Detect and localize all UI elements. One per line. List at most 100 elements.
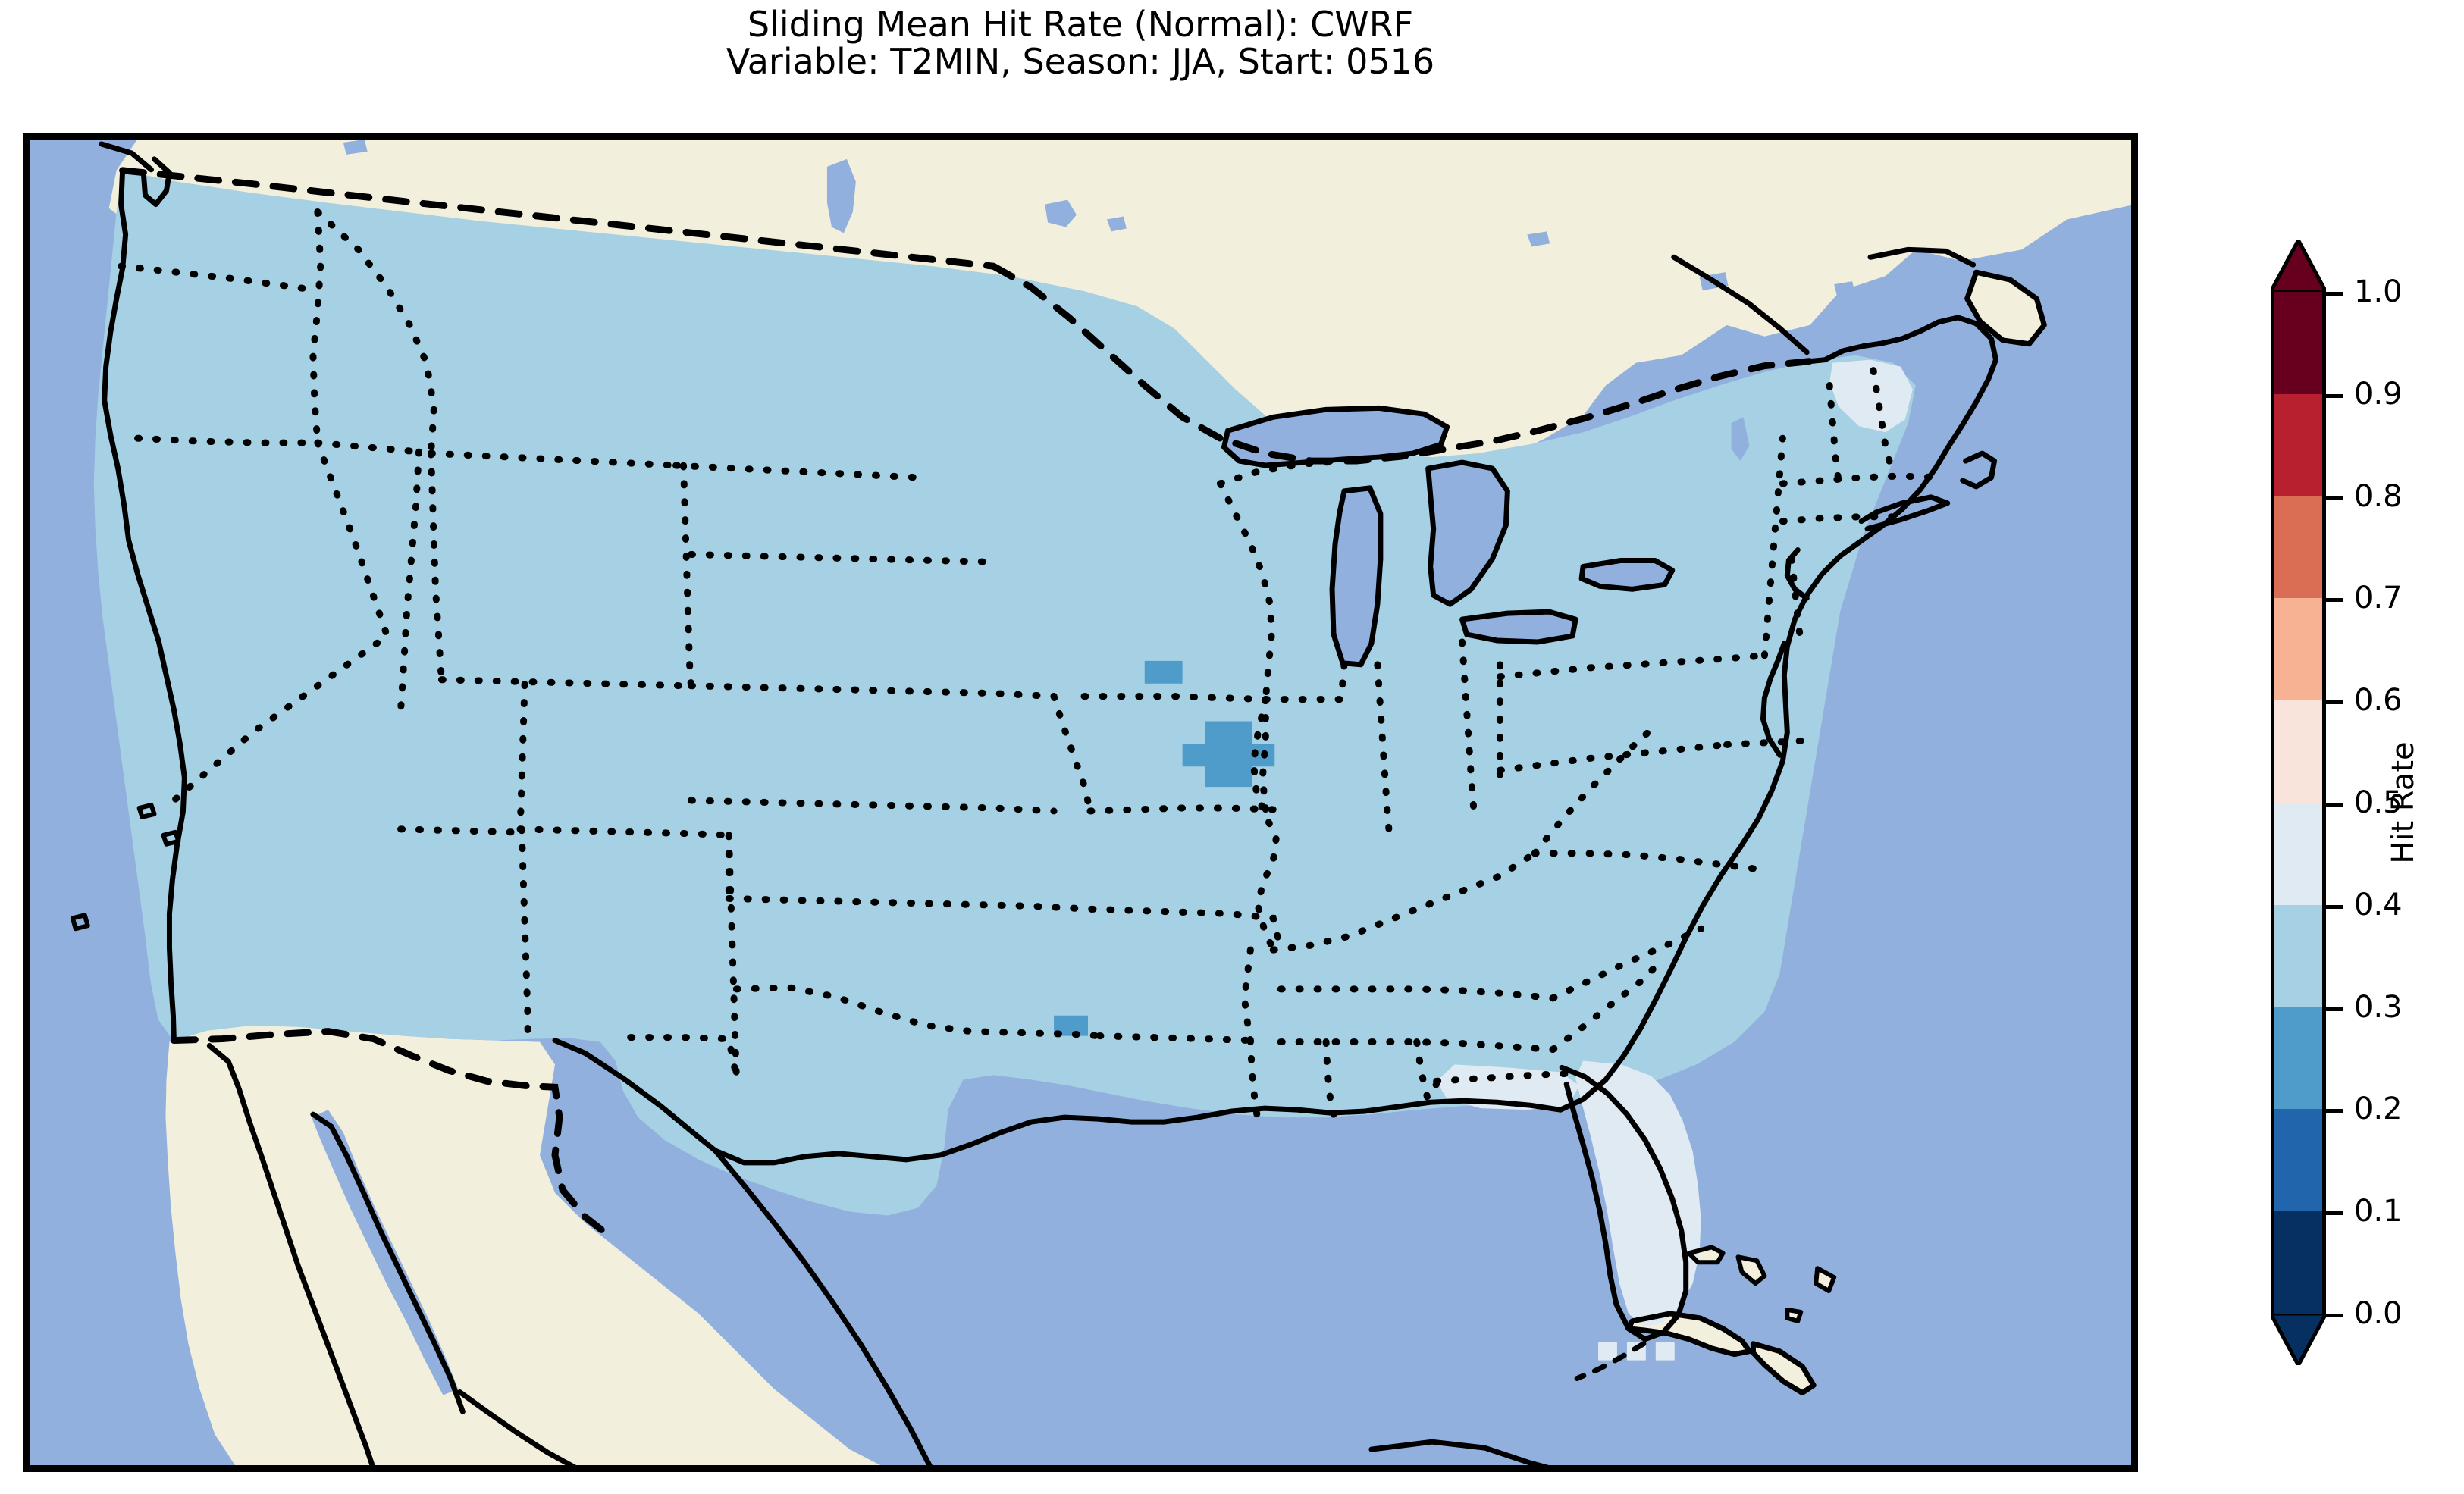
state-border-in-il (1374, 661, 1393, 842)
coastline-guadalupe-island (70, 913, 90, 932)
colorbar-band-0.7-0.8 (2271, 496, 2326, 599)
colorbar-ticklabel-0.5: 0.5 (2354, 785, 2403, 820)
state-border-ut-co (516, 681, 528, 833)
map-frame (26, 136, 2135, 1469)
state-border-mi-wi (1216, 457, 1348, 487)
mexico-landmass (165, 1025, 888, 1469)
coastline-cuba-east (1750, 1341, 1817, 1395)
title-line-2: Variable: T2MIN, Season: JJA, Start: 051… (726, 40, 1435, 82)
colorbar-ticklabel-0.4: 0.4 (2354, 887, 2403, 922)
state-border-nv-ut-vert (397, 448, 422, 714)
state-border-va-wv (1531, 725, 1655, 857)
colorbar[interactable]: 1.0 0.9 0.8 0.7 0.6 0.5 0.4 0.3 0.2 0.1 … (2271, 240, 2403, 1365)
colorbar-band-0.0-0.1 (2271, 1211, 2326, 1314)
colorbar-ticklabel-0.6: 0.6 (2354, 683, 2403, 719)
state-border-wy-south (437, 676, 687, 690)
state-border-id-west (309, 208, 324, 446)
coastline-cuba (1625, 1311, 1752, 1358)
chart-title: Sliding Mean Hit Rate (Normal): CWRF Var… (0, 0, 2161, 80)
map-plot-area[interactable] (23, 133, 2138, 1472)
coastline-cape-cod (1960, 450, 1998, 490)
coastline-florida-keys (1574, 1341, 1647, 1382)
state-border-ne-ia (1050, 693, 1094, 815)
colorbar-band-0.6-0.7 (2271, 598, 2326, 701)
border-us-canada-west (119, 167, 997, 270)
colorbar-ticklabel-0.3: 0.3 (2354, 989, 2403, 1025)
state-border-ms-al (1322, 1038, 1337, 1118)
coastline-baja (206, 1043, 377, 1469)
state-border-or-ca (134, 434, 321, 446)
colorbar-tick-1.0 (2326, 292, 2343, 296)
coastline-lake-ontario (1578, 557, 1676, 592)
state-border-md-pa (1723, 736, 1818, 748)
state-border-ga-sc (1549, 960, 1663, 1053)
coastline-yucatan (1368, 1439, 1556, 1469)
map-svg (26, 136, 2135, 1469)
coastline-canada-atlantic (1964, 269, 2047, 347)
state-border-ok-tx (732, 984, 1103, 1040)
lake-michigan (1332, 487, 1381, 665)
state-border-al-ga (1413, 1038, 1440, 1107)
colorbar-outline (2271, 292, 2326, 1314)
state-border-nd-sd (687, 551, 997, 565)
colorbar-band-0.5-0.6 (2271, 700, 2326, 803)
colorbar-tick-0.5 (2326, 803, 2343, 807)
coastline-st-lawrence (1671, 254, 1810, 355)
coastline-bahamas-4 (1785, 1307, 1804, 1323)
coastline-channel-islands-2 (161, 829, 181, 847)
state-border-mt-nd (672, 462, 922, 481)
colorbar-tick-0.2 (2326, 1109, 2343, 1113)
coastline-puget-sound (141, 156, 172, 208)
lake-small-canada-2 (1527, 231, 1550, 247)
coastline-baja-east (310, 1111, 466, 1414)
border-us-mexico (170, 1028, 618, 1243)
colorbar-tick-0.1 (2326, 1211, 2343, 1216)
coastline-mexico-gulf (712, 1148, 935, 1469)
coastline-lake-superior (1221, 405, 1450, 468)
lake-huron (1428, 462, 1508, 605)
border-us-canada-east (989, 262, 1814, 465)
colorbar-ticklabel-0.8: 0.8 (2354, 478, 2403, 514)
data-cell-band-0.4-0.5-florida (1575, 1060, 1701, 1327)
colorbar-ticklabel-0.0: 0.0 (2354, 1296, 2403, 1331)
colorbar-band-0.4-0.5 (2271, 803, 2326, 905)
state-border-ia-mo (1086, 804, 1277, 815)
colorbar-tick-0.4 (2326, 904, 2343, 909)
coastline-bahamas-1 (1686, 1245, 1726, 1265)
state-border-ar-la (1096, 1032, 1254, 1045)
colorbar-axis-label: Hit Rate (2386, 741, 2421, 864)
gulf-of-california (311, 1110, 459, 1395)
cuba-island-east (1753, 1343, 1814, 1393)
coastline-lake-erie (1459, 609, 1578, 645)
coastline-west (102, 168, 187, 1044)
state-border-ne-ks (687, 797, 1058, 815)
baja-california-peninsula (209, 1045, 370, 1469)
colorbar-ticklabel-0.7: 0.7 (2354, 581, 2403, 616)
coastline-lake-huron (1425, 459, 1510, 607)
state-border-id-wy (427, 449, 445, 684)
colorbar-band-0.8-0.9 (2271, 393, 2326, 496)
state-border-nm-tx-horiz (627, 1034, 740, 1080)
colorbar-ticklabel-0.1: 0.1 (2354, 1194, 2403, 1229)
lake-of-the-woods (1045, 199, 1077, 227)
state-border-ct-ny (1779, 513, 1895, 525)
title-line-1: Sliding Mean Hit Rate (Normal): CWRF (747, 4, 1414, 45)
lake-small-canada-5 (343, 139, 368, 155)
state-border-ca-nv (170, 439, 391, 804)
state-border-wv-pa (1496, 741, 1731, 774)
cuba-island (1628, 1313, 1750, 1355)
coastline-lake-michigan (1329, 485, 1384, 668)
state-border-la-ms (1246, 1037, 1262, 1126)
coastline-channel-islands (136, 803, 157, 819)
colorbar-ticklabel-0.2: 0.2 (2354, 1092, 2403, 1127)
state-border-mo-south (1088, 905, 1284, 954)
state-border-oh-in (1459, 638, 1478, 819)
state-border-ar-ms (1240, 946, 1254, 1045)
state-border-mn-ia (1080, 693, 1269, 703)
lake-small-canada-1 (1106, 216, 1127, 232)
state-border-wi-il (1262, 661, 1348, 703)
data-cell-band-0.2-0.3-texas (1054, 1015, 1088, 1036)
colorbar-ticklabel-1.0: 1.0 (2354, 274, 2403, 309)
colorbar-extend-bottom-arrow (2271, 1314, 2326, 1365)
